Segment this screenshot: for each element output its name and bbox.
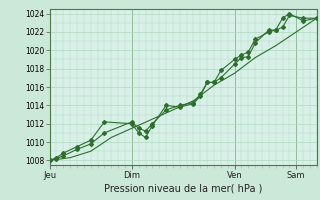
X-axis label: Pression niveau de la mer( hPa ): Pression niveau de la mer( hPa ) xyxy=(104,184,262,194)
